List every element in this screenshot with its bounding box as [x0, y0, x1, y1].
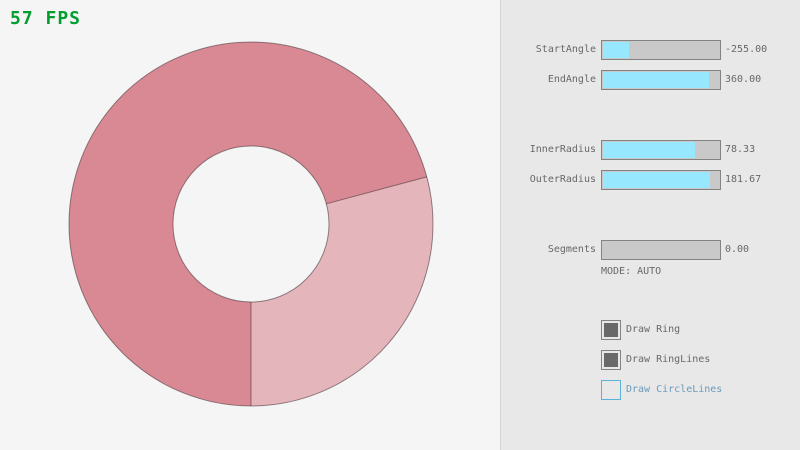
segments-slider[interactable]: [601, 240, 721, 260]
startangle-slider[interactable]: [601, 40, 721, 60]
innerradius-slider[interactable]: [601, 140, 721, 160]
outerradius-slider-fill: [603, 172, 711, 188]
draw-circlelines-label: Draw CircleLines: [626, 384, 723, 395]
innerradius-value: 78.33: [725, 144, 756, 155]
ring-inner-outline: [172, 145, 330, 303]
draw-ring-label: Draw Ring: [626, 324, 681, 335]
startangle-label: StartAngle: [535, 44, 596, 55]
outerradius-slider[interactable]: [601, 170, 721, 190]
slider-row-endangle: EndAngle 360.00: [501, 70, 800, 90]
checkbox-check-mark: [604, 353, 618, 367]
startangle-slider-fill: [603, 42, 629, 58]
control-panel: StartAngle -255.00 EndAngle 360.00 Inner…: [500, 0, 800, 450]
draw-ringlines-checkbox[interactable]: [601, 350, 621, 370]
checkbox-row-draw-ring: Draw Ring: [601, 320, 800, 340]
fps-counter: 57 FPS: [10, 8, 82, 29]
draw-ringlines-label: Draw RingLines: [626, 354, 711, 365]
checkbox-row-draw-ringlines: Draw RingLines: [601, 350, 800, 370]
ring-outer-outline: [68, 41, 434, 407]
segments-label: Segments: [547, 244, 596, 255]
endangle-slider-fill: [603, 72, 710, 88]
innerradius-slider-fill: [603, 142, 696, 158]
slider-row-outerradius: OuterRadius 181.67: [501, 170, 800, 190]
outerradius-label: OuterRadius: [529, 174, 596, 185]
draw-ring-checkbox[interactable]: [601, 320, 621, 340]
ring-single-drawn-region: [251, 176, 434, 407]
ring-end-angle-line: [326, 176, 427, 205]
endangle-slider[interactable]: [601, 70, 721, 90]
slider-row-innerradius: InnerRadius 78.33: [501, 140, 800, 160]
segments-value: 0.00: [725, 244, 750, 255]
draw-circlelines-checkbox[interactable]: [601, 380, 621, 400]
startangle-value: -255.00: [725, 44, 768, 55]
checkbox-row-draw-circlelines: Draw CircleLines: [601, 380, 800, 400]
slider-row-startangle: StartAngle -255.00: [501, 40, 800, 60]
segments-mode-label: MODE: AUTO: [601, 266, 662, 277]
slider-row-segments: Segments 0.00: [501, 240, 800, 260]
innerradius-label: InnerRadius: [529, 144, 596, 155]
outerradius-value: 181.67: [725, 174, 762, 185]
endangle-value: 360.00: [725, 74, 762, 85]
checkbox-check-mark: [604, 323, 618, 337]
endangle-label: EndAngle: [547, 74, 596, 85]
